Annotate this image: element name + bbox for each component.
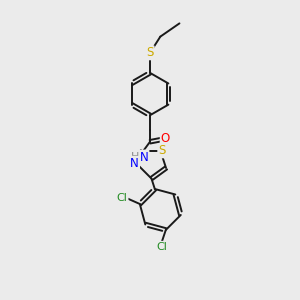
Text: H: H (131, 152, 140, 162)
Text: Cl: Cl (156, 242, 167, 252)
Text: S: S (158, 144, 166, 158)
Text: N: N (130, 157, 139, 170)
Text: N: N (140, 151, 148, 164)
Text: S: S (146, 46, 154, 59)
Text: Cl: Cl (117, 193, 128, 203)
Text: O: O (161, 132, 170, 145)
